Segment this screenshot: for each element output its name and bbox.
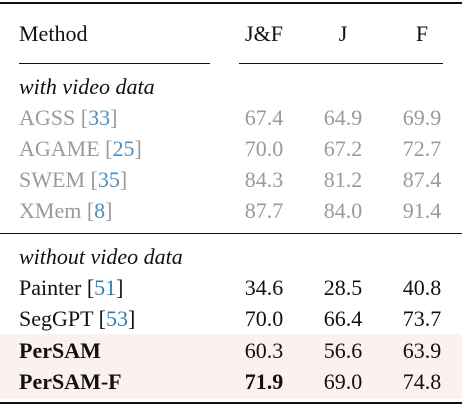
citation-link[interactable]: 35 [97,167,120,192]
method-name: AGSS [33] [19,105,118,130]
method-label: SWEM [19,167,85,192]
citation-link[interactable]: 8 [94,198,106,223]
score-j: 66.4 [323,306,363,331]
score-j: 67.2 [323,136,363,161]
method-label: AGAME [19,136,100,161]
header-method: Method [19,21,88,46]
method-label: XMem [19,198,82,223]
score-j: 64.9 [323,105,363,130]
citation-link[interactable]: 51 [94,275,117,300]
score-j: 69.0 [323,369,363,394]
score-f: 40.8 [402,275,442,300]
method-name: PerSAM [19,338,101,363]
table-row: XMem [8] 87.7 84.0 91.4 [0,194,462,228]
score-jf: 70.0 [244,306,284,331]
score-f: 87.4 [402,167,442,192]
method-name: PerSAM-F [19,369,122,394]
table-row-highlighted: PerSAM-F 71.9 69.0 74.8 [0,365,462,399]
group-label: with video data [19,74,155,99]
table-row: SWEM [35] 84.3 81.2 87.4 [0,163,462,197]
table-row-highlighted: PerSAM 60.3 56.6 63.9 [0,334,462,368]
header-rule-metrics [239,63,443,64]
header-j: J [338,21,348,46]
header-row: Method J&F J F [0,17,462,51]
score-j: 28.5 [323,275,363,300]
table-row: AGSS [33] 67.4 64.9 69.9 [0,101,462,135]
table-row: AGAME [25] 70.0 67.2 72.7 [0,132,462,166]
citation-link[interactable]: 53 [106,306,128,331]
score-jf: 87.7 [244,198,284,223]
method-name: XMem [8] [19,198,113,223]
method-name: SegGPT [53] [19,306,136,331]
score-f: 63.9 [402,338,442,363]
method-name: Painter [51] [19,275,124,300]
method-label: AGSS [19,105,76,130]
group-label: without video data [19,244,183,269]
top-rule [0,2,462,4]
score-jf-best: 71.9 [244,369,284,394]
group-label-row: without video data [0,240,462,274]
citation-link[interactable]: 25 [112,136,135,161]
score-f: 69.9 [402,105,442,130]
group-label-row: with video data [0,70,462,104]
citation-link[interactable]: 33 [88,105,111,130]
score-f: 73.7 [402,306,442,331]
header-rule-method [19,63,210,64]
score-f: 74.8 [402,369,442,394]
score-j: 56.6 [323,338,363,363]
bottom-rule [0,402,462,404]
group-divider [0,233,462,234]
method-label: SegGPT [19,306,94,331]
table-row: Painter [51] 34.6 28.5 40.8 [0,271,462,305]
method-name: AGAME [25] [19,136,142,161]
method-name: SWEM [35] [19,167,128,192]
score-j: 81.2 [323,167,363,192]
method-label: Painter [19,275,82,300]
score-j: 84.0 [323,198,363,223]
score-jf: 60.3 [244,338,284,363]
score-jf: 70.0 [244,136,284,161]
score-jf: 84.3 [244,167,284,192]
score-jf: 67.4 [244,105,284,130]
header-f: F [415,21,429,46]
score-jf: 34.6 [244,275,284,300]
score-f: 91.4 [402,198,442,223]
table-row: SegGPT [53] 70.0 66.4 73.7 [0,302,462,336]
header-jf: J&F [245,21,283,46]
score-f: 72.7 [402,136,442,161]
